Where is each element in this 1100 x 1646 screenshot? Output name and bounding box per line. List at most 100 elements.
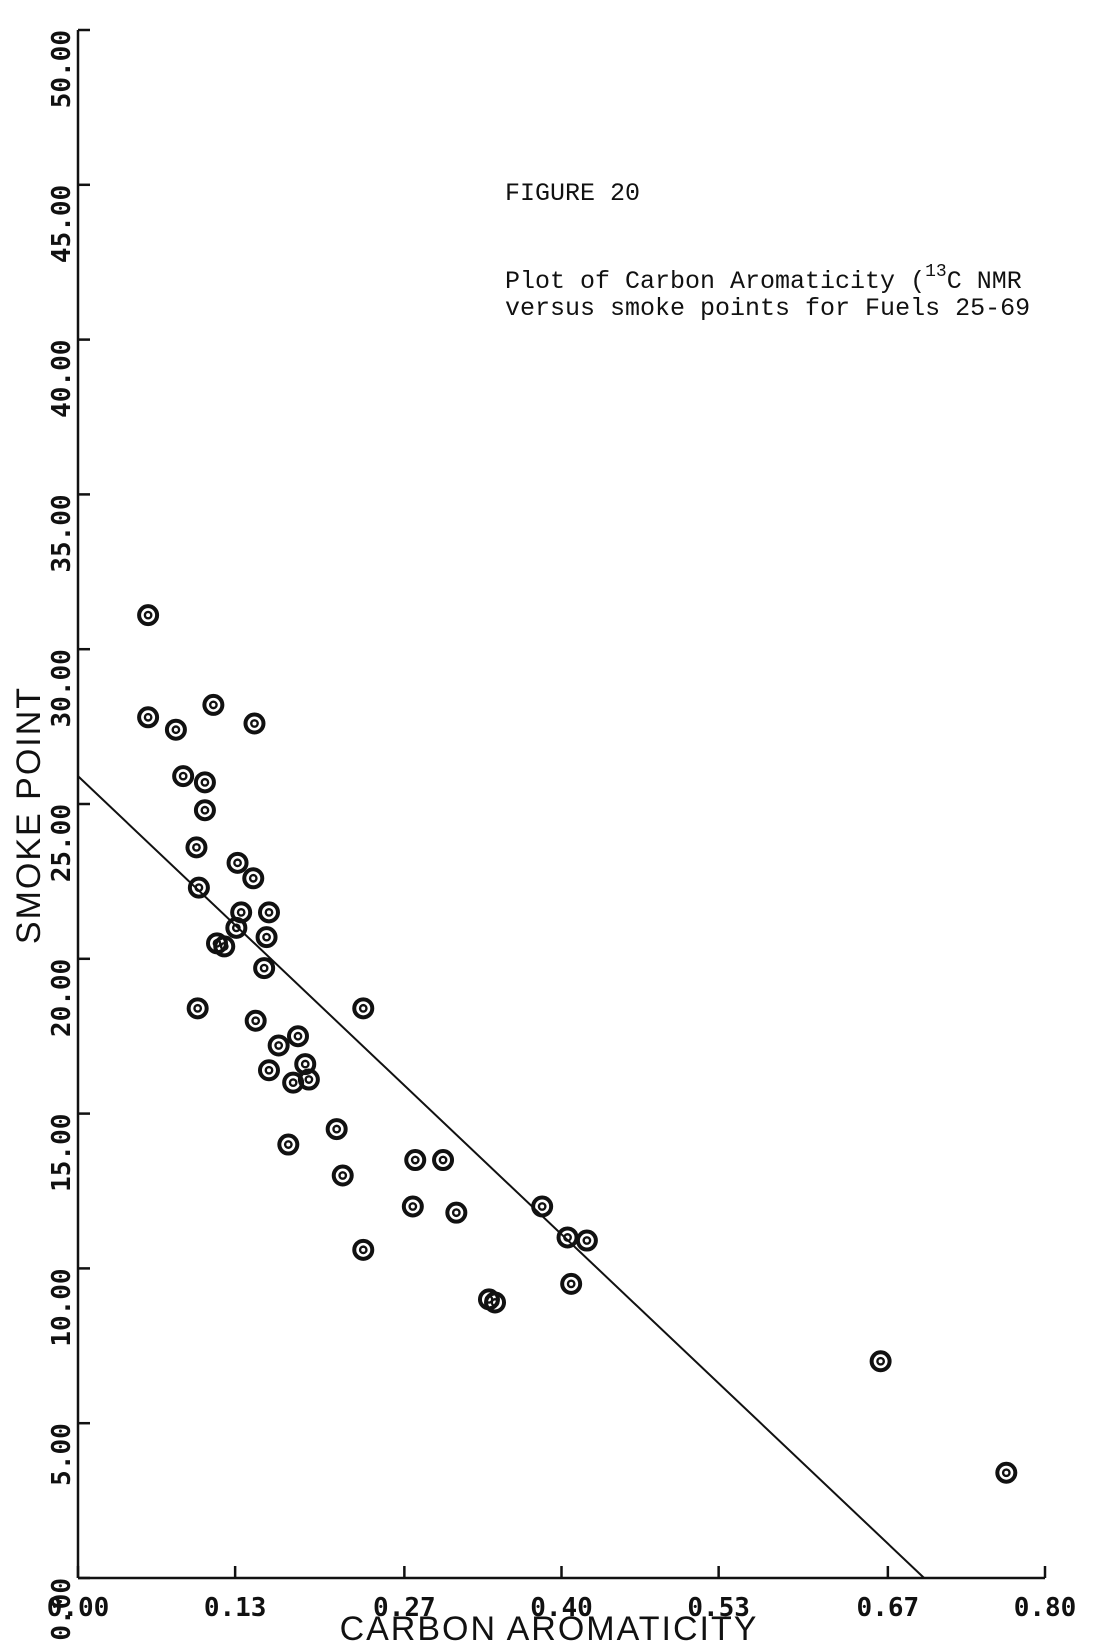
data-point-ring [352,1238,375,1261]
y-tick-label: 35.00 [47,494,77,572]
data-point-ring [255,926,278,949]
data-point-ring [556,1226,579,1249]
data-point-ring [575,1229,598,1252]
data-point-core [208,700,218,710]
data-point [253,957,276,980]
data-point [186,997,209,1020]
data-point [325,1118,348,1141]
data-point [137,604,160,627]
data-point-core [288,1078,298,1088]
data-point [352,997,375,1020]
x-tick-label: 0.27 [373,1593,436,1623]
data-point-core [304,1075,314,1084]
y-tick-label: 45.00 [47,185,77,263]
data-point-core [233,858,242,868]
y-tick-label: 20.00 [47,959,77,1037]
data-point-ring [213,935,236,958]
data-point-core [566,1279,576,1289]
y-tick-label: 10.00 [47,1268,77,1346]
y-tick-label: 50.00 [47,30,77,108]
data-point-core [264,907,274,917]
data-point-core [143,610,153,620]
data-point-core [490,1298,500,1307]
y-tick-label: 5.00 [47,1423,77,1486]
data-point [282,1071,305,1094]
data-point-ring [225,916,248,939]
axes [76,30,1045,1580]
y-axis-title: SMOKE POINT [10,686,48,944]
data-point [560,1272,583,1295]
data-point-ring [286,1025,309,1048]
data-point-core [332,1124,342,1134]
data-point-core [231,923,241,933]
x-axis-title: CARBON AROMATICITY [340,1610,759,1646]
data-point-ring [185,836,208,859]
data-point-ring [995,1461,1018,1484]
data-point-core [274,1041,284,1050]
data-point-core [143,712,153,722]
caption-line-1-suffix: C NMR [947,267,1022,296]
x-tick-label: 0.53 [687,1593,750,1623]
data-point-core [262,932,271,942]
axis-ticks: 0.00 0.13 0.27 0.40 0.53 0.67 0.80 0.00 5.00 10.0… [47,28,1077,1641]
data-point-ring [869,1350,892,1373]
figure-label: FIGURE 20 [505,179,640,208]
data-point-ring [226,851,249,874]
data-point-ring [432,1149,455,1172]
data-point-ring [187,876,210,899]
data-point [432,1149,455,1172]
data-point-ring [401,1195,424,1218]
data-point [445,1201,468,1224]
x-tick-label: 0.00 [47,1593,110,1623]
data-point-core [408,1202,418,1211]
x-tick-label: 0.80 [1014,1593,1077,1623]
data-point-ring [267,1034,290,1057]
y-tick-label: 25.00 [47,804,77,882]
data-point-core [338,1171,348,1180]
data-point [869,1350,892,1373]
data-point [244,1009,267,1032]
data-point [213,935,236,958]
data-point-ring [137,604,160,627]
data-point-ring [253,957,276,980]
data-point-core [251,1016,261,1026]
data-point [243,712,266,735]
regression-line-group [77,775,925,1579]
data-point-ring [484,1291,507,1314]
data-point-core [259,963,269,973]
data-point [531,1195,554,1218]
data-point-ring [257,1059,280,1082]
y-tick-label: 30.00 [47,649,77,727]
data-point-ring [560,1272,583,1295]
data-point-ring [282,1071,305,1094]
data-point-ring [331,1164,354,1187]
data-point-core [200,777,210,787]
data-point [225,916,248,939]
data-point-ring [257,901,280,924]
data-point-ring [172,765,195,788]
data-point [404,1149,427,1172]
data-point-core [410,1155,420,1165]
caption-line-1-prefix: Plot of Carbon Aromaticity ( [505,267,925,296]
x-tick-label: 0.13 [204,1593,267,1623]
data-point-core [1001,1468,1011,1478]
data-point-ring [186,997,209,1020]
data-point [257,1059,280,1082]
data-point [277,1133,300,1156]
data-point-ring [352,997,375,1020]
data-point-ring [531,1195,554,1218]
data-points [137,604,1018,1484]
data-point-ring [137,706,160,729]
y-tick-label: 0.00 [47,1578,77,1641]
data-point [193,799,216,822]
regression-line [77,775,925,1579]
data-point-ring [325,1118,348,1141]
data-point-core [451,1208,461,1218]
data-point-core [264,1065,274,1075]
x-tick-label: 0.40 [530,1593,593,1623]
caption-line-1: Plot of Carbon Aromaticity (13C NMR [505,262,1022,296]
data-point-ring [202,693,225,716]
data-point-ring [243,712,266,735]
data-point-core [193,1003,203,1013]
